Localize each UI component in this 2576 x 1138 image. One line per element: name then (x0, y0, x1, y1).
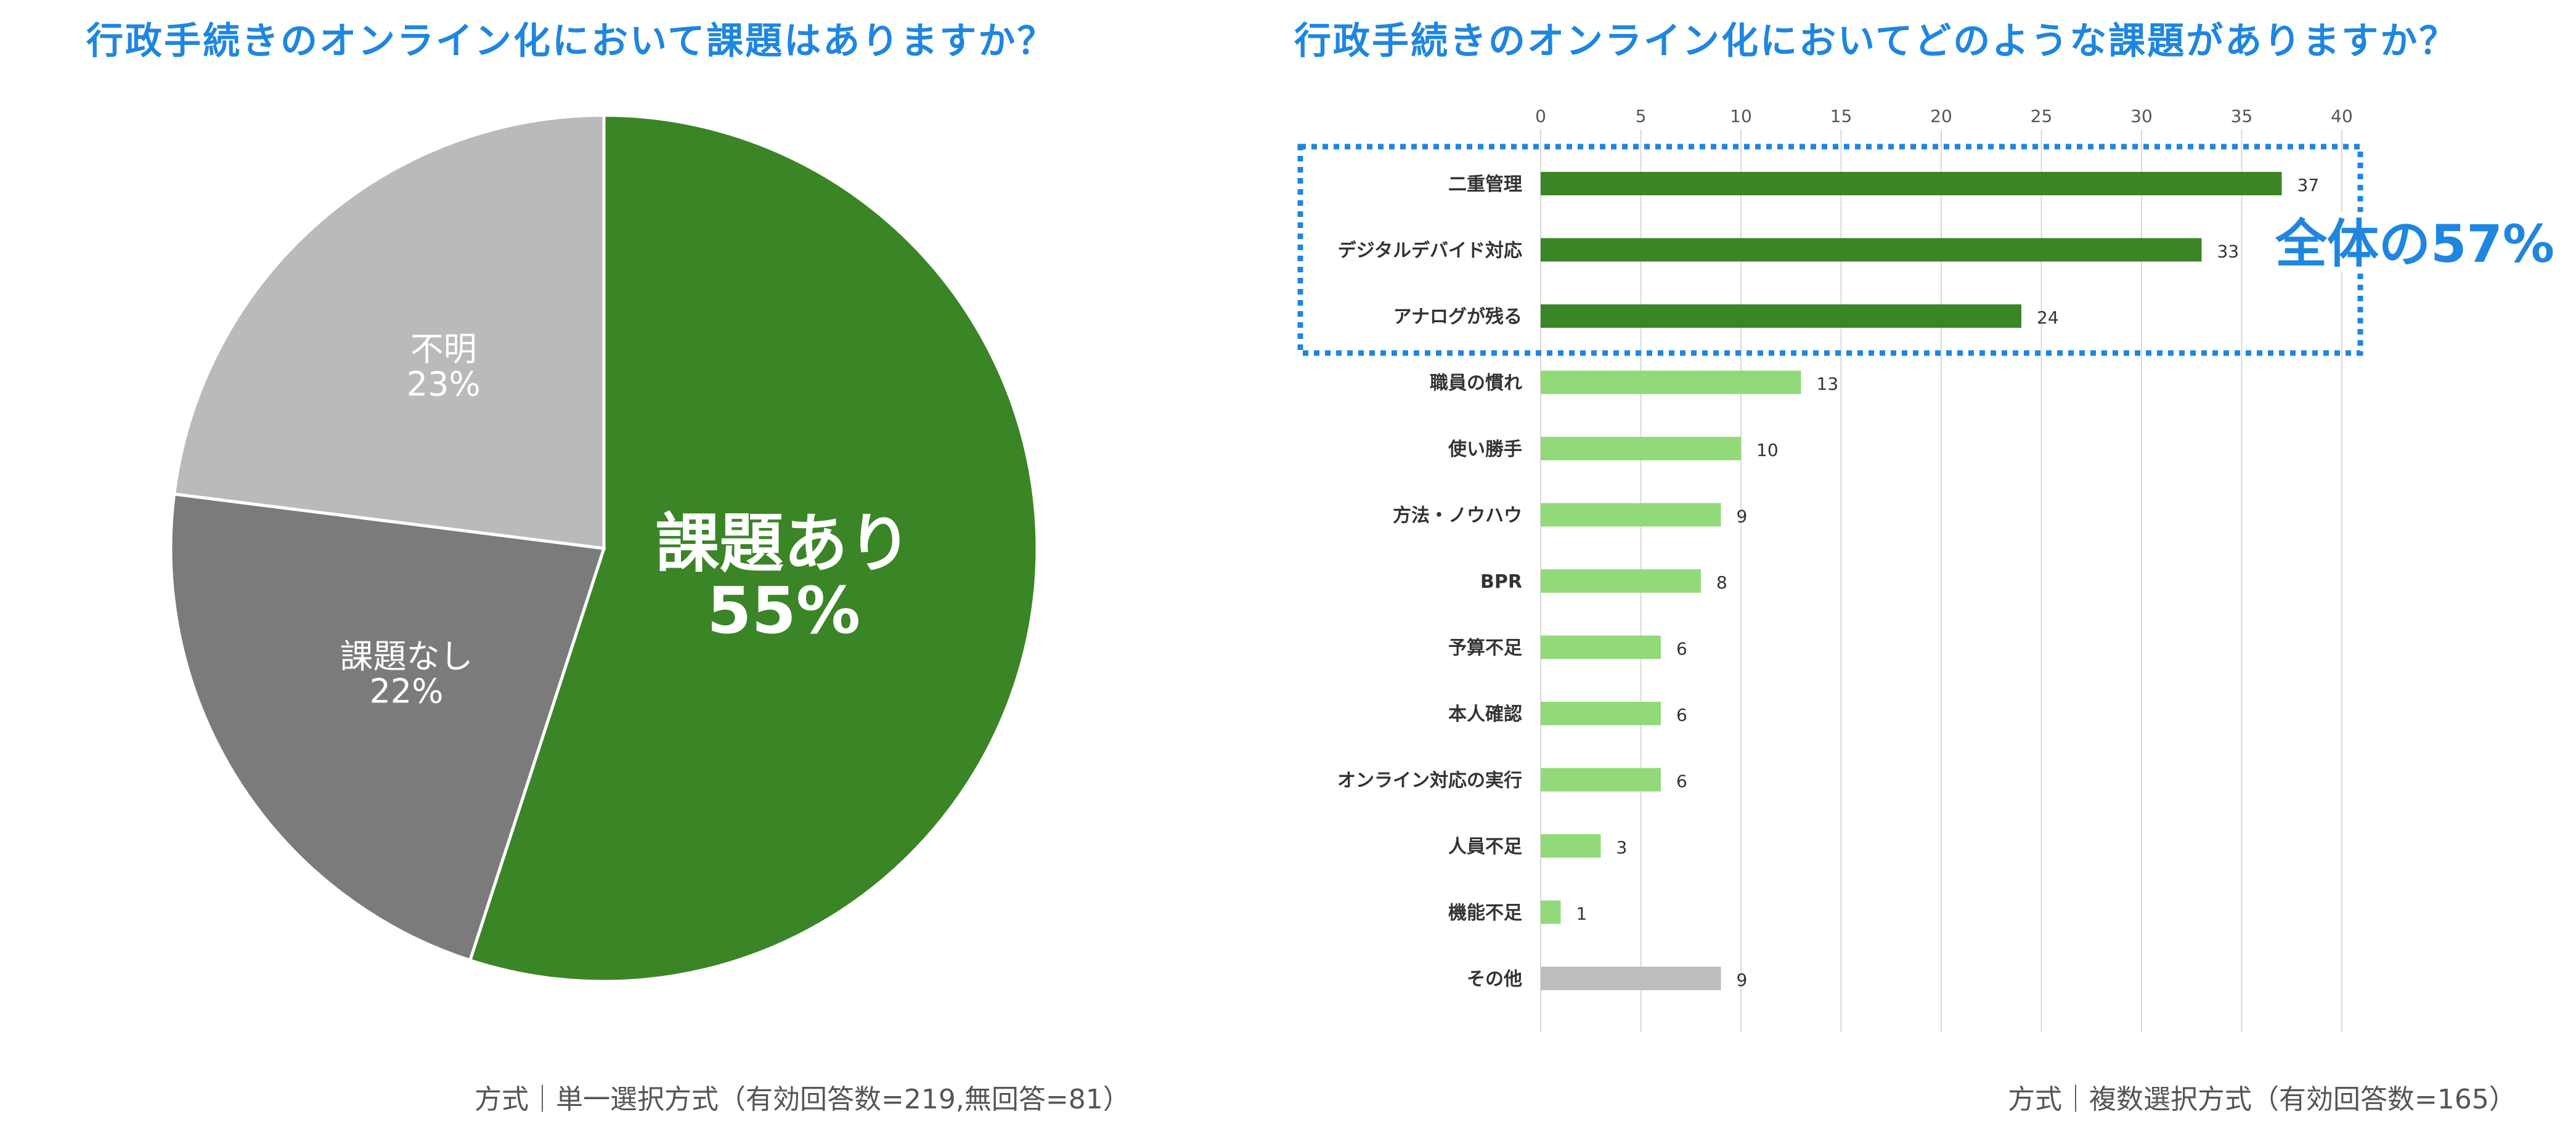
category-label: 使い勝手 (1448, 439, 1522, 460)
bar (1541, 635, 1661, 659)
bar-value-label: 9 (1737, 970, 1748, 990)
bar (1541, 503, 1721, 527)
category-label: 機能不足 (1448, 903, 1522, 924)
category-label: 職員の慣れ (1430, 373, 1522, 394)
pie-chart-title: 行政手続きのオンライン化において課題はありますか？ (86, 20, 1056, 63)
pie-slice-label: 課題あり (656, 506, 912, 581)
bar-value-label: 8 (1716, 572, 1727, 593)
bar (1541, 238, 2202, 262)
x-tick-label: 25 (2031, 106, 2053, 126)
bar (1541, 304, 2021, 328)
bar-value-label: 37 (2297, 175, 2320, 195)
bar-value-label: 3 (1616, 837, 1628, 858)
pie-slice-label: 不明 (410, 330, 477, 368)
pie-slice-value: 23% (407, 365, 481, 404)
x-tick-label: 5 (1636, 106, 1647, 126)
category-label: デジタルデバイド対応 (1338, 240, 1522, 262)
category-label: アナログが残る (1393, 306, 1522, 328)
bar (1541, 437, 1741, 460)
highlight-box (1297, 144, 2363, 356)
bar-value-label: 13 (1817, 374, 1839, 394)
bar-value-label: 9 (1737, 506, 1748, 527)
bar (1541, 768, 1661, 792)
pie-slice (172, 113, 606, 550)
bar-value-label: 1 (1576, 904, 1588, 924)
bar-chart-title: 行政手続きのオンライン化においてどのような課題がありますか？ (1294, 20, 2458, 63)
bar-value-label: 6 (1676, 771, 1687, 792)
category-label: 本人確認 (1448, 704, 1522, 725)
x-tick-label: 40 (2331, 106, 2353, 126)
bar-chart-footnote: 方式｜複数選択方式（有効回答数=165） (2008, 1084, 2516, 1115)
pie-slice (169, 492, 606, 962)
bar-value-label: 10 (1756, 440, 1779, 460)
bar (1541, 834, 1601, 858)
bar (1541, 569, 1701, 593)
bar-value-label: 33 (2217, 242, 2240, 262)
bar (1541, 900, 1561, 924)
bar (1541, 370, 1801, 394)
category-label: 二重管理 (1448, 174, 1522, 195)
x-tick-label: 10 (1730, 106, 1752, 126)
x-tick-label: 15 (1830, 106, 1853, 126)
bar (1541, 702, 1661, 725)
pie-slice-label: 課題なし (340, 637, 473, 676)
pie-slice-value: 55% (707, 573, 860, 648)
x-tick-label: 20 (1930, 106, 1952, 126)
category-label: 人員不足 (1448, 836, 1522, 858)
pie-slice-value: 22% (369, 672, 443, 711)
x-tick-label: 30 (2130, 106, 2153, 126)
pie-slice (468, 113, 1039, 983)
bar (1541, 967, 1721, 990)
x-tick-label: 0 (1535, 106, 1546, 126)
bar-value-label: 6 (1676, 705, 1687, 725)
bar-value-label: 6 (1676, 639, 1687, 659)
highlight-callout: 全体の57% (2275, 214, 2554, 274)
category-label: BPR (1480, 571, 1522, 593)
category-label: 方法・ノウハウ (1393, 505, 1522, 527)
bar-value-label: 24 (2037, 307, 2059, 328)
category-label: その他 (1467, 969, 1522, 990)
pie-chart-footnote: 方式｜単一選択方式（有効回答数=219,無回答=81） (475, 1084, 1130, 1115)
category-label: 予算不足 (1448, 638, 1522, 659)
x-tick-label: 35 (2231, 106, 2253, 126)
category-label: オンライン対応の実行 (1337, 770, 1522, 792)
bar (1541, 172, 2282, 195)
bar-chart: 0 5 10 15 20 25 30 35 40 二重管理 37 デジタルデバイド対応 33 アナログが残… (1297, 106, 2560, 1033)
